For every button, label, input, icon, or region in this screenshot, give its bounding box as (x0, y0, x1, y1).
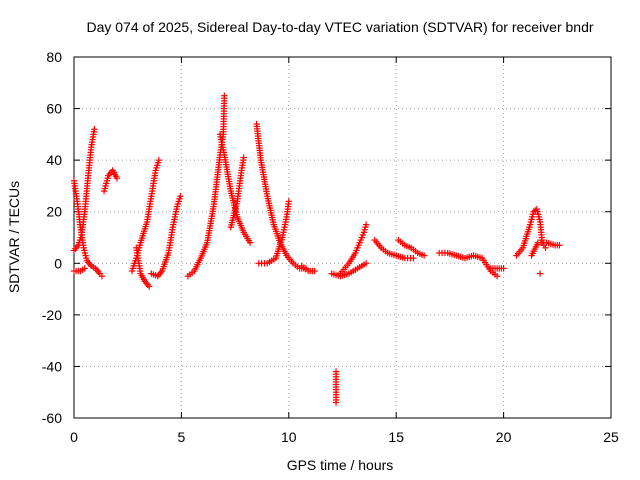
y-tick-label: 80 (46, 49, 62, 65)
grid-layer (74, 57, 611, 418)
y-tick-label: 40 (46, 152, 62, 168)
y-tick-label: -20 (42, 307, 62, 323)
data-point (145, 283, 153, 290)
data-point (556, 242, 563, 249)
data-point (493, 272, 501, 280)
data-point (500, 265, 507, 272)
y-tick-label: 20 (46, 204, 62, 220)
data-point (410, 254, 417, 262)
data-point (420, 252, 428, 259)
y-tick-label: 60 (46, 101, 62, 117)
x-tick-label: 5 (178, 429, 186, 445)
x-tick-label: 25 (603, 429, 619, 445)
data-point (311, 267, 318, 275)
data-point (155, 156, 163, 164)
data-point (246, 239, 254, 246)
tick-layer: 0 5 10 15 20 25 -60 -40 -20 0 20 40 60 80 (42, 49, 619, 445)
data-point (221, 92, 228, 99)
data-point (91, 126, 98, 133)
y-axis-label: SDTVAR / TECUs (6, 181, 22, 293)
x-tick-label: 15 (388, 429, 404, 445)
data-point (332, 399, 340, 406)
x-axis-label: GPS time / hours (287, 457, 394, 473)
data-point (362, 221, 370, 228)
plot-frame (73, 56, 612, 419)
data-layer (70, 92, 563, 406)
data-point (240, 154, 247, 161)
x-tick-label: 20 (496, 429, 512, 445)
x-tick-label: 10 (281, 429, 297, 445)
y-tick-label: -40 (42, 358, 62, 374)
data-point (536, 270, 544, 277)
y-tick-label: -60 (42, 410, 62, 426)
data-point (177, 193, 184, 200)
chart-title: Day 074 of 2025, Sidereal Day-to-day VTE… (86, 19, 593, 35)
x-tick-label: 0 (70, 429, 78, 445)
data-point (285, 198, 292, 205)
data-point (113, 174, 121, 182)
data-point (81, 265, 88, 272)
y-tick-label: 0 (54, 255, 62, 271)
data-point (542, 244, 549, 252)
data-point (362, 260, 370, 267)
data-point (98, 272, 106, 280)
